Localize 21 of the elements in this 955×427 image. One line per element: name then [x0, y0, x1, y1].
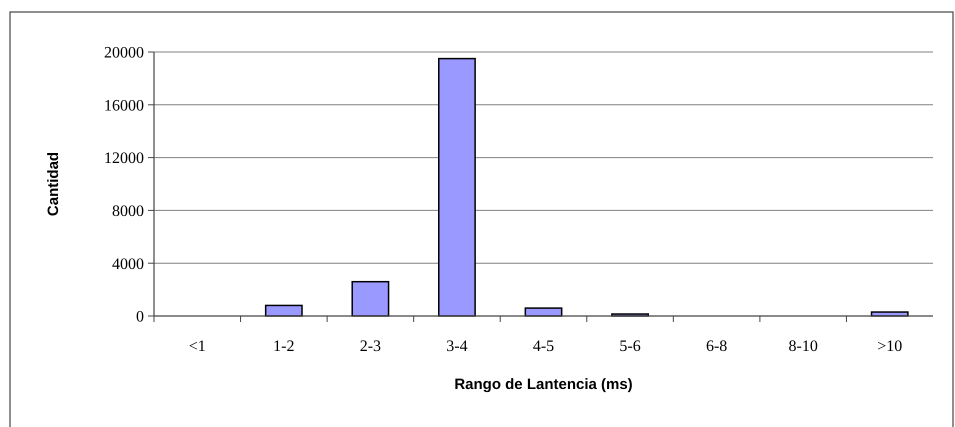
- bar: [351, 280, 390, 317]
- x-tick-label: 2-3: [360, 338, 382, 355]
- bar: [524, 307, 562, 317]
- bar: [264, 304, 303, 317]
- x-tick-label: 4-5: [532, 338, 554, 355]
- x-tick-label: 1-2: [273, 338, 294, 355]
- x-tick-label: 6-8: [706, 338, 728, 355]
- y-tick-label: 8000: [112, 203, 144, 220]
- y-tick-label: 4000: [112, 256, 144, 273]
- y-tick-label: 0: [136, 308, 144, 326]
- x-axis-title: Rango de Lantencia (ms): [454, 376, 633, 393]
- x-tick-label: 5-6: [619, 338, 641, 355]
- y-tick-label: 16000: [104, 97, 144, 114]
- x-tick-label: 3-4: [446, 338, 468, 355]
- x-tick-label: 8-10: [788, 338, 818, 355]
- x-tick-label: <1: [188, 338, 206, 355]
- y-tick-label: 12000: [104, 150, 144, 168]
- x-tick-label: >10: [877, 338, 902, 355]
- y-tick-label: 20000: [104, 44, 144, 62]
- y-axis-title: Cantidad: [45, 152, 62, 216]
- bar: [438, 58, 476, 317]
